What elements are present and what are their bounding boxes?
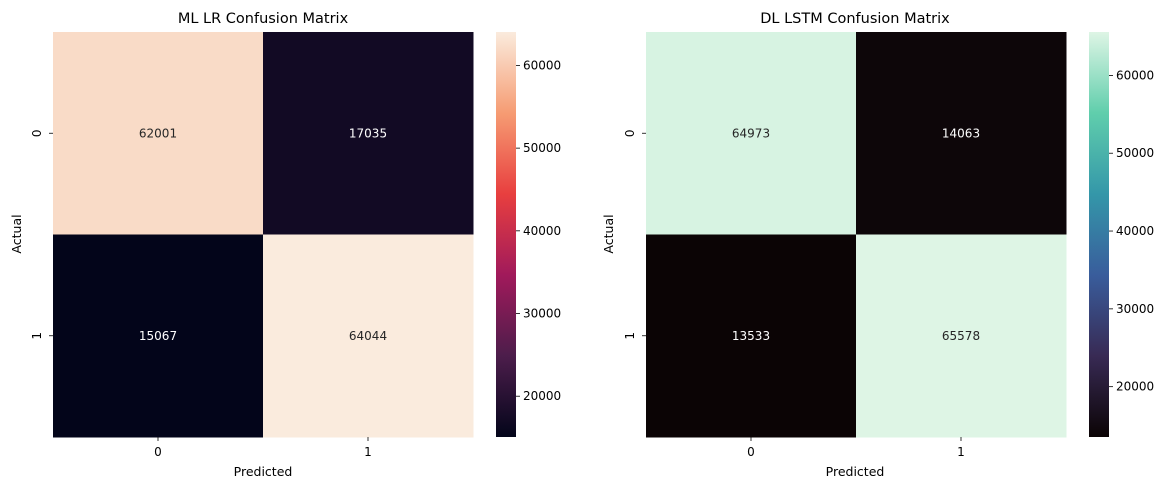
- y-axis-label: Actual: [601, 214, 616, 253]
- cell-value-label: 62001: [139, 126, 177, 140]
- heatmap-cells: 64973 14063 13533 65578: [646, 32, 1067, 438]
- y-axis-ticks: 01: [30, 129, 53, 340]
- colorbar: 20000 30000 40000 50000 60000: [1089, 32, 1154, 437]
- y-axis-ticks: 01: [623, 129, 646, 340]
- x-axis-label: Predicted: [234, 464, 293, 479]
- colorbar-tick-label: 60000: [523, 58, 561, 72]
- x-tick-label: 1: [364, 445, 372, 459]
- y-tick-label: 1: [623, 332, 637, 340]
- colorbar-tick-label: 50000: [1116, 146, 1154, 160]
- cell-value-label: 13533: [732, 329, 770, 343]
- cell-value-label: 15067: [139, 329, 177, 343]
- colorbar-tick-label: 20000: [1116, 380, 1154, 394]
- heatmap-cell: [646, 234, 857, 438]
- colorbar-tick-label: 40000: [1116, 224, 1154, 238]
- confusion-matrix-dl-lstm: DL LSTM Confusion Matrix Predicted Actua…: [601, 11, 1154, 479]
- colorbar-tick-label: 30000: [523, 307, 561, 321]
- x-tick-label: 0: [154, 445, 162, 459]
- colorbar-tick-label: 60000: [1116, 68, 1154, 82]
- colorbar-tick-label: 50000: [523, 141, 561, 155]
- colorbar-tick-label: 20000: [523, 389, 561, 403]
- heatmap-cell: [856, 32, 1067, 235]
- heatmap-cell: [53, 234, 264, 438]
- confusion-matrix-ml-lr: ML LR Confusion Matrix Predicted Actual …: [9, 11, 561, 479]
- heatmap-cell: [263, 32, 474, 235]
- heatmap-cells: 62001 17035 15067 64044: [53, 32, 474, 438]
- colorbar-tick-label: 40000: [523, 224, 561, 238]
- colorbar: 20000 30000 40000 50000 60000: [496, 32, 561, 437]
- y-axis-label: Actual: [9, 214, 24, 253]
- colorbar-gradient: [496, 32, 516, 437]
- chart-title: DL LSTM Confusion Matrix: [760, 11, 950, 27]
- x-axis-label: Predicted: [826, 464, 885, 479]
- x-tick-label: 0: [747, 445, 755, 459]
- y-tick-label: 1: [30, 332, 44, 340]
- heatmap-cell: [646, 32, 857, 235]
- heatmap-cell: [53, 32, 264, 235]
- y-tick-label: 0: [30, 129, 44, 137]
- chart-title: ML LR Confusion Matrix: [178, 11, 349, 27]
- cell-value-label: 64044: [349, 329, 387, 343]
- cell-value-label: 65578: [942, 329, 980, 343]
- cell-value-label: 64973: [732, 126, 770, 140]
- colorbar-gradient: [1089, 32, 1109, 437]
- colorbar-tick-label: 30000: [1116, 302, 1154, 316]
- cell-value-label: 17035: [349, 126, 387, 140]
- heatmap-cell: [263, 234, 474, 438]
- heatmap-cell: [856, 234, 1067, 438]
- x-tick-label: 1: [957, 445, 965, 459]
- cell-value-label: 14063: [942, 126, 980, 140]
- y-tick-label: 0: [623, 129, 637, 137]
